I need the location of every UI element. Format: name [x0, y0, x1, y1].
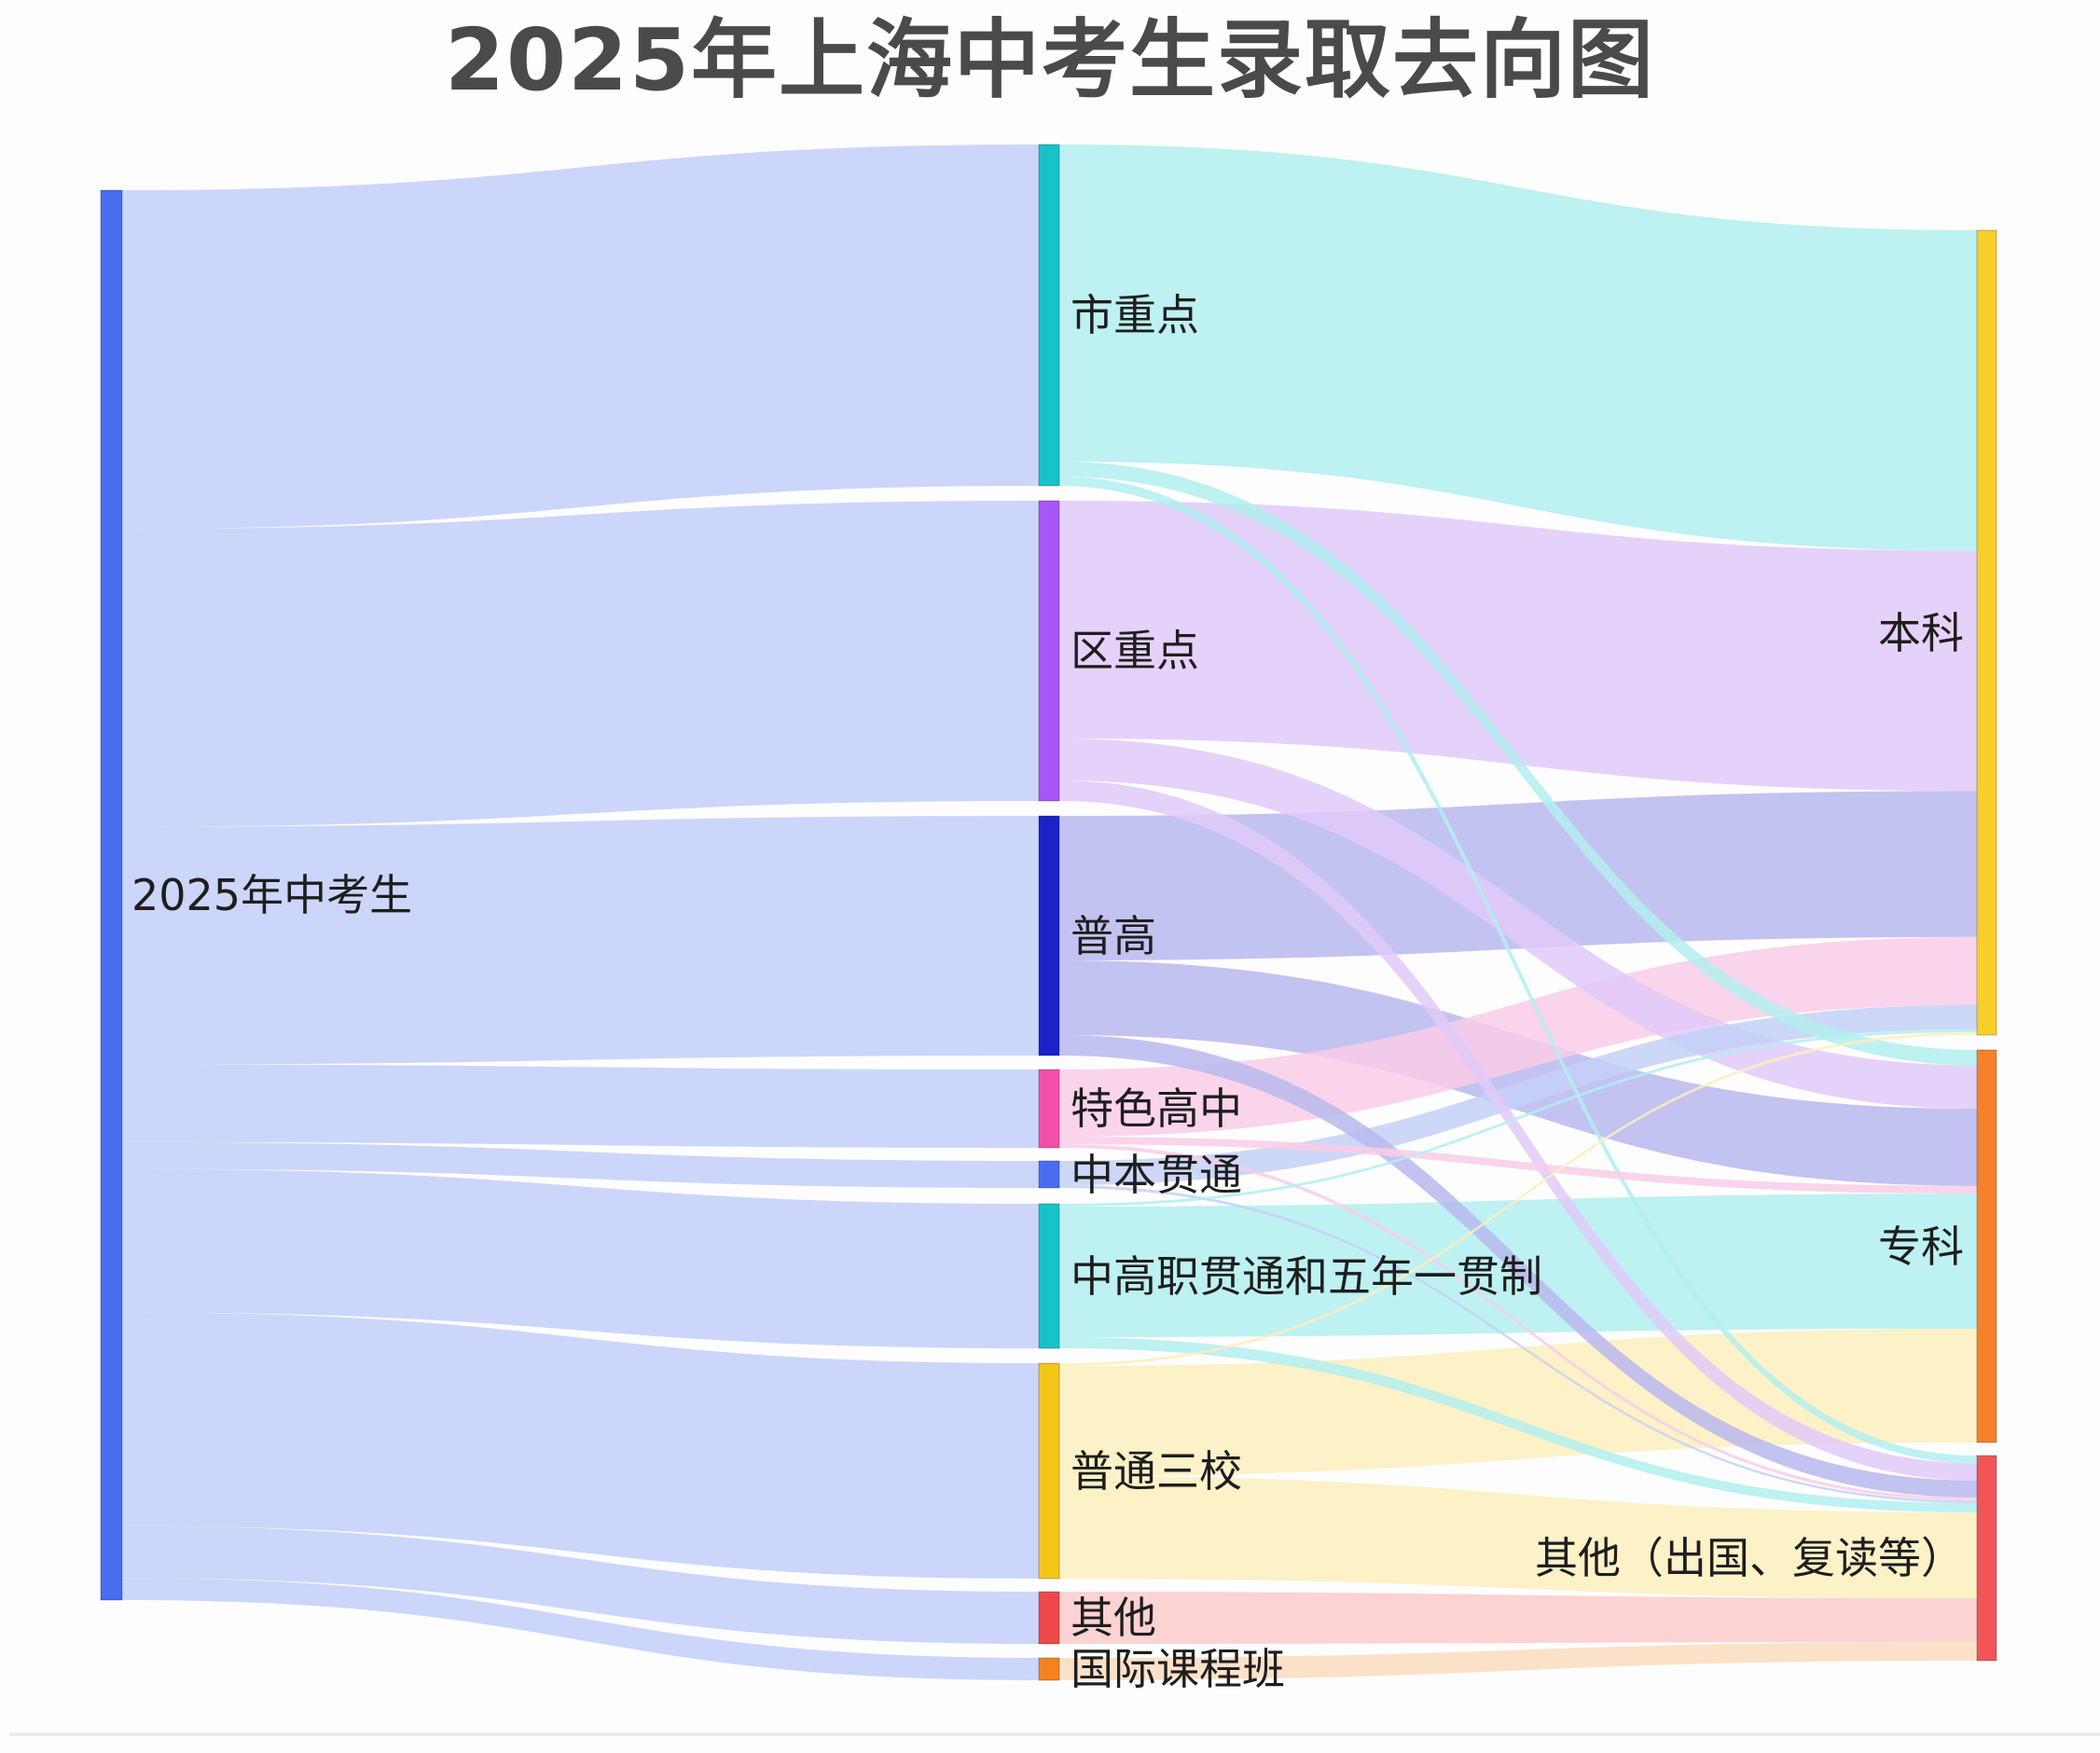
label-district_key: 区重点 [1071, 626, 1199, 676]
label-general_hs: 普高 [1071, 910, 1156, 961]
label-vocational: 中高职贯通和五年一贯制 [1071, 1250, 1542, 1302]
node-vocational[interactable] [1038, 1203, 1060, 1349]
link-students-other_mid [122, 1525, 1039, 1644]
link-zhongben-bachelor [1059, 1004, 1977, 1185]
node-general_hs[interactable] [1038, 815, 1060, 1056]
link-city_key-other_dest [1059, 476, 1977, 1464]
node-other_mid[interactable] [1038, 1591, 1060, 1645]
node-city_key[interactable] [1038, 144, 1060, 487]
node-three_schools[interactable] [1038, 1362, 1060, 1580]
links-source-to-middle [122, 145, 1039, 1680]
link-students-city_key [122, 145, 1039, 530]
label-bachelor: 本科 [1878, 607, 1964, 658]
link-students-intl [122, 1578, 1039, 1680]
link-zhongben-other_dest [1059, 1185, 1977, 1504]
divider [9, 1732, 2100, 1736]
label-intl: 国际课程班 [1071, 1644, 1285, 1694]
link-district_key-other_dest [1059, 780, 1977, 1481]
label-associate: 专科 [1878, 1221, 1964, 1272]
node-bachelor[interactable] [1976, 229, 1997, 1036]
link-students-special_hs [122, 1064, 1039, 1148]
link-intl-other_dest [1059, 1641, 1977, 1680]
node-zhongben[interactable] [1038, 1160, 1060, 1189]
link-general_hs-other_dest [1059, 1035, 1977, 1498]
node-district_key[interactable] [1038, 500, 1060, 802]
link-other_mid-other_dest [1059, 1592, 1977, 1644]
chart-title: 2025年上海中考生录取去向图 [444, 10, 1656, 110]
label-students: 2025年中考生 [131, 870, 413, 920]
node-associate[interactable] [1976, 1049, 1997, 1443]
link-city_key-bachelor [1059, 145, 1977, 551]
link-district_key-associate [1059, 738, 1977, 1110]
link-general_hs-bachelor [1059, 791, 1977, 960]
link-vocational-other_dest [1059, 1337, 1977, 1513]
node-special_hs[interactable] [1038, 1069, 1060, 1149]
link-three_schools-other_dest [1059, 1476, 1977, 1599]
links-middle-to-target [1059, 145, 1977, 1680]
label-other_mid: 其他 [1071, 1593, 1156, 1643]
link-three_schools-bachelor [1059, 1031, 1977, 1366]
label-other_dest: 其他（出国、复读等） [1535, 1533, 1964, 1583]
label-three_schools: 普通三校 [1071, 1445, 1242, 1497]
node-other_dest[interactable] [1976, 1455, 1997, 1662]
link-students-zhongben [122, 1141, 1039, 1188]
label-city_key: 市重点 [1071, 290, 1199, 340]
link-special_hs-other_dest [1059, 1144, 1977, 1501]
link-district_key-bachelor [1059, 501, 1977, 792]
link-students-general_hs [122, 816, 1039, 1065]
label-zhongben: 中本贯通 [1071, 1149, 1242, 1200]
link-special_hs-associate [1059, 1137, 1977, 1194]
link-city_key-associate [1059, 462, 1977, 1066]
node-intl[interactable] [1038, 1657, 1060, 1681]
node-bars [100, 144, 1997, 1681]
link-students-three_schools [122, 1312, 1039, 1579]
link-students-district_key [122, 501, 1039, 827]
link-general_hs-associate [1059, 960, 1977, 1186]
node-students[interactable] [100, 189, 123, 1601]
label-special_hs: 特色高中 [1071, 1084, 1242, 1134]
link-vocational-bachelor [1059, 1028, 1977, 1207]
link-students-vocational [122, 1168, 1039, 1348]
